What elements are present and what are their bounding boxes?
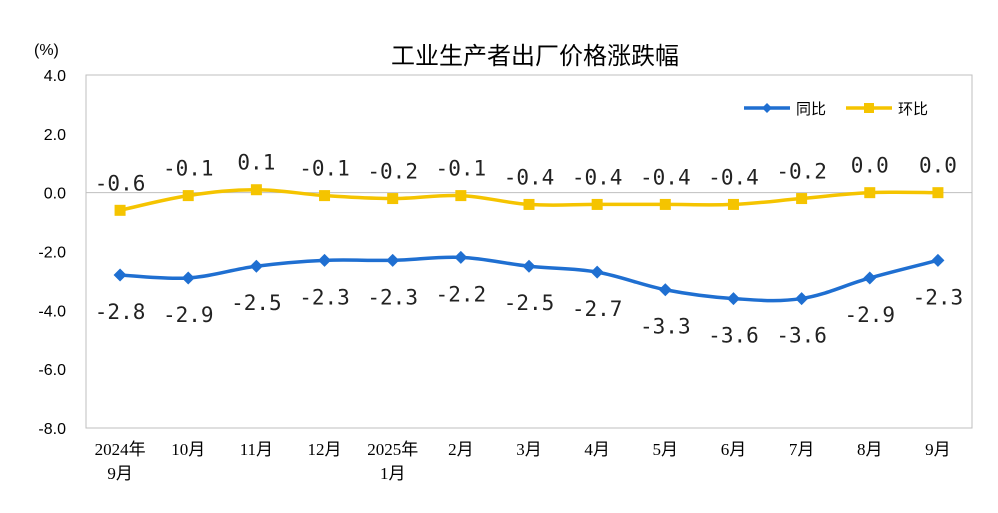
data-labels: -2.8 -2.9 -2.5 -2.3 -2.3 -2.2 -2.5 -2.7 -3.3 -3.6…: [95, 151, 963, 348]
data-label-series-2: -0.2: [776, 160, 827, 184]
series-point-2: [727, 198, 739, 210]
y-axis-ticks: 4.0 2.0 0.0 -2.0 -4.0 -6.0 -8.0: [38, 68, 66, 438]
series-point-1: [522, 259, 536, 273]
series-point-2: [319, 190, 331, 202]
data-label-series-1: -2.3: [367, 285, 418, 309]
series-point-1: [590, 265, 604, 279]
data-label-series-1: -2.5: [231, 291, 282, 315]
series-point-2: [250, 184, 262, 196]
x-tick-label: 8月: [857, 440, 883, 459]
x-tick-label: 2024年: [95, 440, 146, 459]
series-point-1: [795, 292, 809, 306]
series-point-2: [932, 187, 944, 199]
data-label-series-2: -0.4: [572, 165, 623, 189]
chart-title: 工业生产者出厂价格涨跌幅: [391, 42, 679, 70]
series-point-1: [249, 259, 263, 273]
x-tick-label: 3月: [516, 440, 542, 459]
y-tick-label: -6.0: [38, 362, 66, 379]
x-tick-label: 1月: [380, 464, 406, 483]
x-tick-label: 12月: [308, 440, 342, 459]
data-label-series-2: 0.0: [919, 154, 957, 178]
series-point-2: [114, 204, 126, 216]
data-label-series-2: 0.1: [237, 151, 275, 175]
x-tick-label: 2月: [448, 440, 474, 459]
data-label-series-1: -2.3: [299, 285, 350, 309]
series-point-1: [931, 253, 945, 267]
legend: 同比 环比: [744, 100, 928, 118]
y-tick-label: -8.0: [38, 421, 66, 438]
data-label-series-1: -3.6: [708, 324, 759, 348]
series-point-1: [454, 250, 468, 264]
series-point-2: [455, 190, 467, 202]
x-tick-label: 9月: [107, 464, 133, 483]
series-point-2: [523, 198, 535, 210]
data-label-series-2: -0.1: [299, 157, 350, 181]
series-point-2: [387, 193, 399, 205]
series-point-1: [181, 271, 195, 285]
series-point-1: [863, 271, 877, 285]
data-label-series-1: -2.8: [95, 300, 146, 324]
series-point-2: [659, 198, 671, 210]
series-point-1: [726, 292, 740, 306]
data-label-series-1: -3.3: [640, 315, 691, 339]
y-axis-unit: (%): [34, 42, 59, 59]
legend-marker: [762, 103, 772, 113]
x-tick-label: 11月: [240, 440, 273, 459]
y-tick-label: 2.0: [44, 127, 66, 144]
legend-label: 环比: [898, 100, 928, 118]
data-label-series-2: -0.4: [708, 165, 759, 189]
legend-label: 同比: [796, 100, 826, 118]
series-point-1: [658, 283, 672, 297]
data-label-series-1: -2.5: [504, 291, 555, 315]
data-label-series-1: -2.7: [572, 297, 623, 321]
x-tick-label: 9月: [925, 440, 951, 459]
y-tick-label: 4.0: [44, 68, 66, 85]
series-point-2: [796, 193, 808, 205]
series-layer: [113, 184, 945, 306]
data-label-series-2: -0.1: [436, 157, 487, 181]
x-tick-label: 2025年: [367, 440, 418, 459]
x-tick-label: 10月: [171, 440, 205, 459]
x-tick-label: 5月: [653, 440, 679, 459]
legend-marker: [864, 103, 874, 113]
data-label-series-2: -0.2: [367, 160, 418, 184]
plot-area-border: [85, 74, 973, 429]
data-label-series-1: -2.9: [163, 303, 214, 327]
x-axis-ticks: 2024年 9月 10月 11月 12月 2025年 1月 2月 3月 4月 5月 6月 7月 8月 9月: [95, 440, 951, 483]
data-label-series-2: -0.4: [640, 165, 691, 189]
x-tick-label: 6月: [721, 440, 747, 459]
x-tick-label: 7月: [789, 440, 815, 459]
data-label-series-2: -0.6: [95, 171, 146, 195]
series-point-1: [318, 253, 332, 267]
y-tick-label: 0.0: [44, 186, 66, 203]
series-point-2: [182, 190, 194, 202]
series-point-1: [113, 268, 127, 282]
data-label-series-1: -3.6: [776, 324, 827, 348]
data-label-series-2: -0.1: [163, 157, 214, 181]
data-label-series-1: -2.2: [436, 282, 487, 306]
data-label-series-1: -2.9: [844, 303, 895, 327]
x-tick-label: 4月: [584, 440, 610, 459]
series-point-2: [864, 187, 876, 199]
y-tick-label: -4.0: [38, 303, 66, 320]
y-tick-label: -2.0: [38, 245, 66, 262]
series-point-1: [386, 253, 400, 267]
data-label-series-2: 0.0: [851, 154, 889, 178]
data-label-series-2: -0.4: [504, 165, 555, 189]
data-label-series-1: -2.3: [913, 285, 964, 309]
series-point-2: [591, 198, 603, 210]
